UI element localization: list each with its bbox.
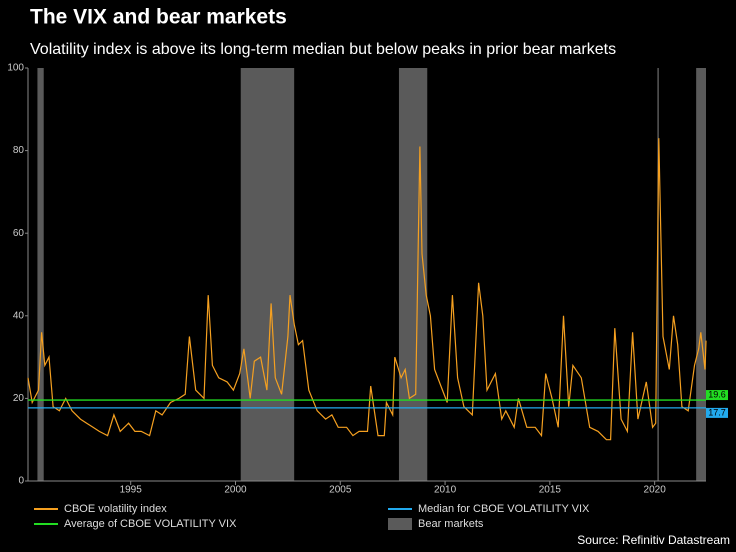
bear-market <box>696 68 706 481</box>
reference-label-box <box>706 407 728 418</box>
reference-label: 17.7 <box>708 407 726 417</box>
y-tick-label: 20 <box>13 393 25 404</box>
legend-label: Average of CBOE VOLATILITY VIX <box>64 518 237 530</box>
y-tick-label: 40 <box>13 310 25 321</box>
reference-label: 19.6 <box>708 389 726 399</box>
source: Source: Refinitiv Datastream <box>577 533 730 547</box>
x-tick-label: 2005 <box>329 485 352 496</box>
legend-swatch <box>388 518 412 530</box>
chart-title: The VIX and bear markets <box>30 6 287 29</box>
x-tick-label: 2015 <box>539 485 562 496</box>
vix-line <box>27 138 707 441</box>
y-tick-label: 100 <box>7 63 24 74</box>
legend-label: Bear markets <box>418 518 484 530</box>
x-tick-label: 2000 <box>224 485 247 496</box>
bear-market <box>398 68 428 481</box>
x-tick-label: 2020 <box>644 485 667 496</box>
y-tick-label: 0 <box>18 476 24 487</box>
x-tick-label: 1995 <box>120 485 143 496</box>
x-tick-label: 2010 <box>434 485 457 496</box>
bear-market <box>240 68 295 481</box>
legend-label: CBOE volatility index <box>64 503 167 515</box>
y-tick-label: 80 <box>13 145 25 156</box>
bear-market <box>37 68 44 481</box>
bear-market <box>657 68 659 481</box>
y-tick-label: 60 <box>13 228 25 239</box>
chart-subtitle: Volatility index is above its long-term … <box>30 41 616 58</box>
legend-label: Median for CBOE VOLATILITY VIX <box>418 503 590 515</box>
reference-label-box <box>706 390 728 401</box>
